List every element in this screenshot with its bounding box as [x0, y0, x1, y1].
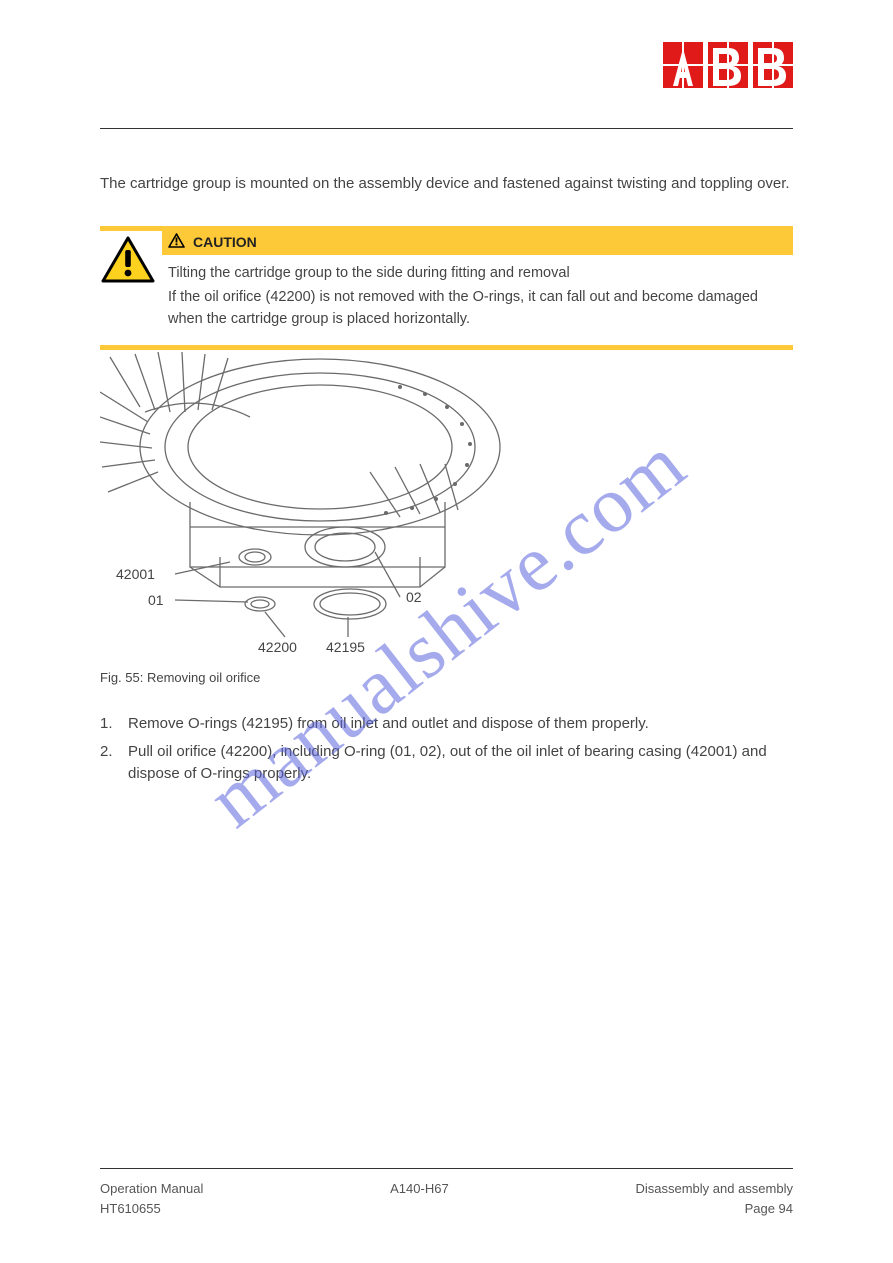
- caution-block: CAUTION Tilting the cartridge group to t…: [100, 226, 793, 350]
- step-text: Remove O-rings (42195) from oil inlet an…: [128, 713, 649, 736]
- step-item: 2. Pull oil orifice (42200), including O…: [100, 741, 793, 786]
- footer-right-1: Disassembly and assembly: [635, 1179, 793, 1199]
- header-rule: [100, 128, 793, 129]
- footer-left-2: HT610655: [100, 1199, 203, 1219]
- abb-logo: [663, 42, 793, 96]
- warning-triangle-icon: [100, 231, 162, 291]
- figure-label-42195: 42195: [326, 639, 365, 655]
- caution-line-1: Tilting the cartridge group to the side …: [168, 263, 787, 285]
- footer-center: A140-H67: [390, 1181, 449, 1196]
- steps-list: 1. Remove O-rings (42195) from oil inlet…: [100, 713, 793, 786]
- figure-caption: Fig. 55: Removing oil orifice: [100, 668, 793, 688]
- footer-left-1: Operation Manual: [100, 1179, 203, 1199]
- figure-label-42001: 42001: [116, 566, 155, 582]
- page-footer: Operation Manual HT610655 A140-H67 Disas…: [100, 1168, 793, 1218]
- caution-header-bar: CAUTION: [162, 231, 793, 255]
- caution-title: CAUTION: [193, 232, 257, 253]
- figure-label-42200: 42200: [258, 639, 297, 655]
- step-item: 1. Remove O-rings (42195) from oil inlet…: [100, 713, 793, 736]
- figure-label-01: 01: [148, 592, 164, 608]
- warning-mini-triangle-icon: [168, 233, 185, 254]
- step-text: Pull oil orifice (42200), including O-ri…: [128, 741, 793, 786]
- step-number: 1.: [100, 713, 128, 736]
- caution-line-2: If the oil orifice (42200) is not remove…: [168, 287, 787, 331]
- caution-bottom-bar: [100, 345, 793, 350]
- step-number: 2.: [100, 741, 128, 786]
- intro-text: The cartridge group is mounted on the as…: [100, 173, 793, 196]
- figure-label-02: 02: [406, 589, 422, 605]
- caution-body: Tilting the cartridge group to the side …: [162, 255, 793, 345]
- footer-right-2: Page 94: [635, 1199, 793, 1219]
- footer-rule: [100, 1168, 793, 1169]
- figure: 42001 01 02 42200 42195 Fig. 55: Removin…: [100, 352, 793, 688]
